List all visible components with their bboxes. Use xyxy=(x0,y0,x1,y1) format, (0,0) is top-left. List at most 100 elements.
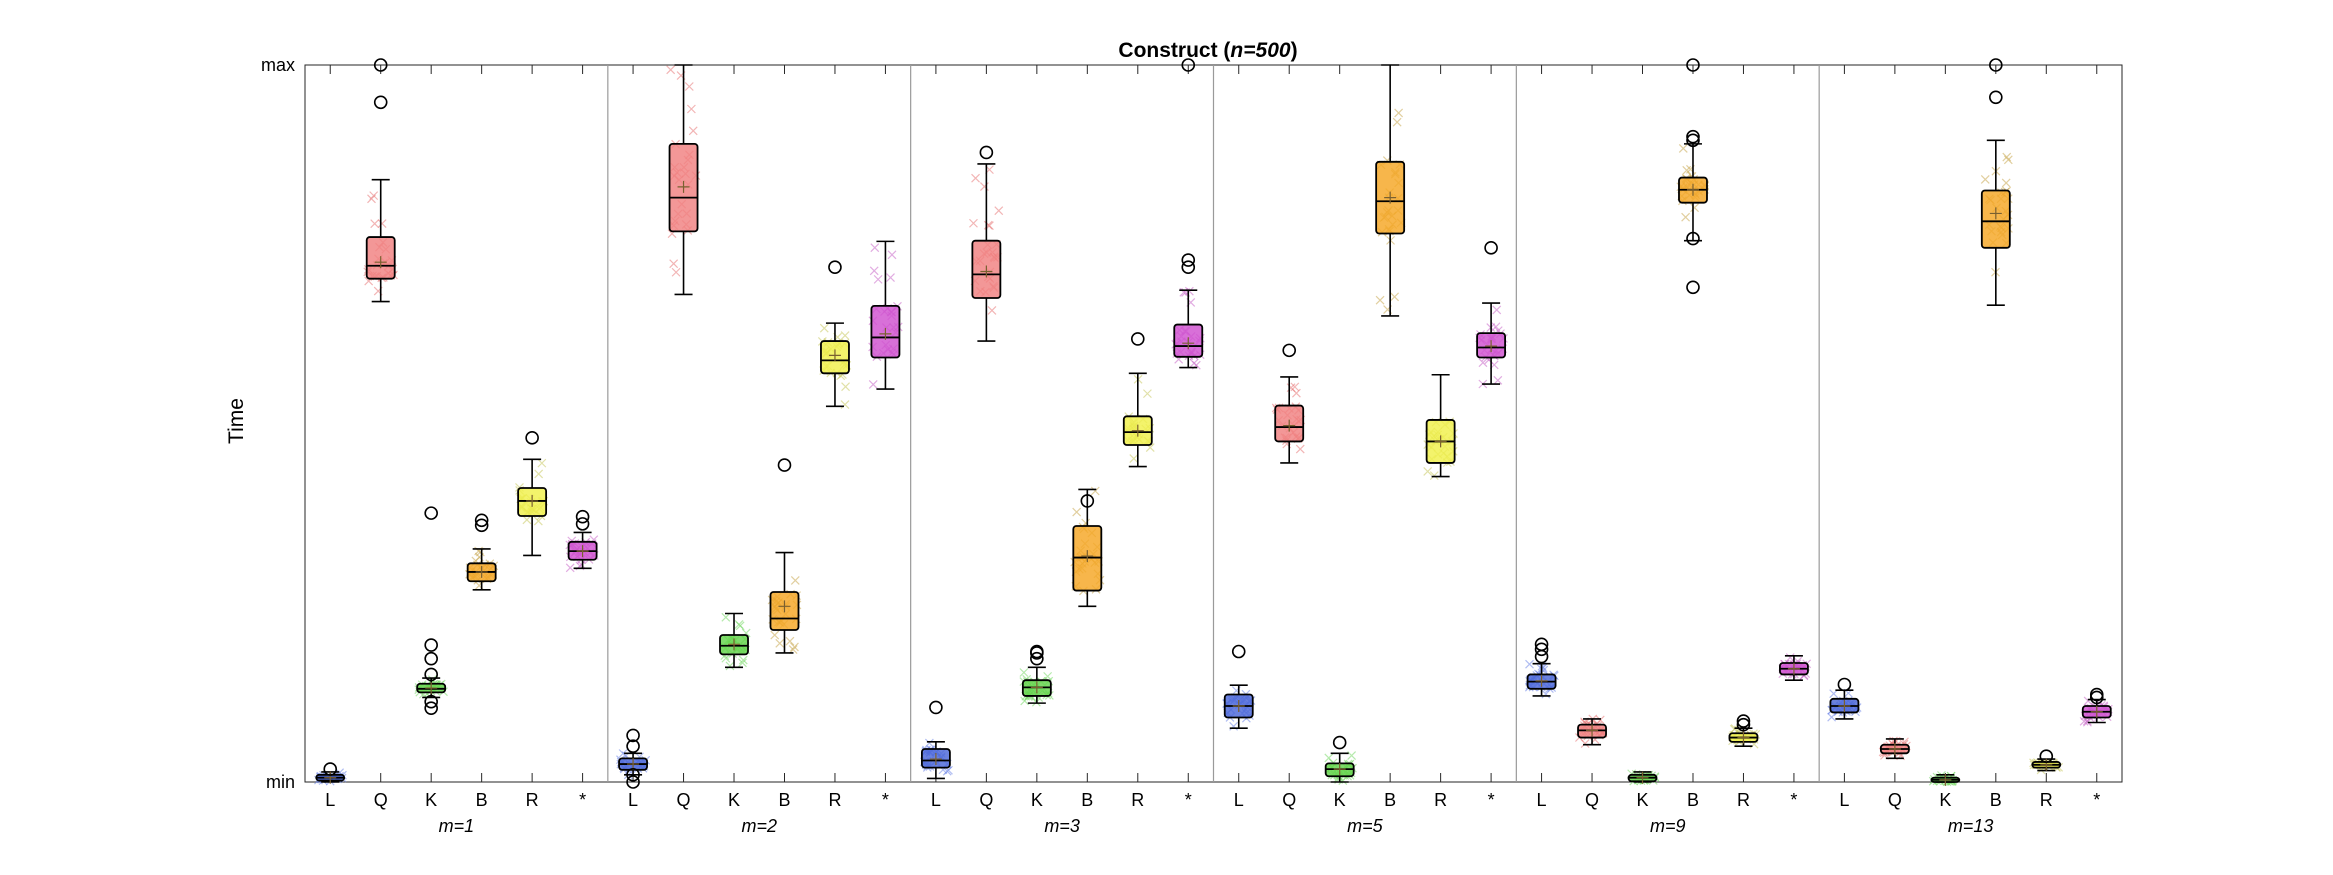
outlier-point xyxy=(1736,714,1751,728)
sample-marker xyxy=(1980,174,1990,184)
sample-marker xyxy=(1291,388,1301,398)
outlier-point xyxy=(1080,494,1095,508)
sample-marker xyxy=(1525,659,1534,669)
mean-marker xyxy=(1686,183,1699,196)
sample-marker xyxy=(522,515,532,525)
sample-marker xyxy=(684,82,694,91)
outlier-point xyxy=(424,667,438,682)
mean-marker xyxy=(1283,419,1296,432)
sample-marker xyxy=(1394,108,1404,118)
x-tick-label: B xyxy=(1081,790,1093,810)
x-tick-label: K xyxy=(1637,790,1649,810)
outlier-point xyxy=(777,458,792,472)
x-tick-label: Q xyxy=(1282,790,1296,810)
chart-title-italic: n=500 xyxy=(1230,39,1290,62)
outlier-point xyxy=(929,700,943,715)
sample-marker xyxy=(971,173,980,183)
outlier-point xyxy=(1181,260,1196,274)
outlier-point xyxy=(424,506,438,520)
x-tick-label: B xyxy=(1687,790,1699,810)
sample-marker xyxy=(666,65,676,75)
outlier-point xyxy=(1282,343,1297,358)
mean-marker xyxy=(1182,337,1195,350)
sample-marker xyxy=(969,218,978,228)
mean-marker xyxy=(778,600,791,613)
mean-marker xyxy=(1131,424,1144,437)
x-tick-label: K xyxy=(1334,790,1346,810)
sample-marker xyxy=(785,636,795,646)
x-tick-label: * xyxy=(2093,790,2100,810)
outlier-point xyxy=(525,431,539,445)
mean-marker xyxy=(1838,699,1851,712)
outlier-point xyxy=(1231,644,1246,659)
outlier-point xyxy=(575,509,590,524)
outlier-point xyxy=(575,517,590,531)
sample-marker xyxy=(873,274,883,284)
mean-marker xyxy=(324,771,337,784)
sample-marker xyxy=(565,563,575,573)
sample-marker xyxy=(721,653,731,663)
outlier-point xyxy=(1837,677,1852,692)
mean-marker xyxy=(1787,662,1800,675)
group-label: m=1 xyxy=(439,816,475,836)
mean-marker xyxy=(728,638,741,651)
outlier-point xyxy=(474,513,489,528)
sample-marker xyxy=(367,194,376,204)
sample-marker xyxy=(1295,444,1305,454)
x-tick-label: L xyxy=(325,790,335,810)
sample-marker xyxy=(2003,155,2013,165)
outlier-point xyxy=(2039,749,2054,763)
sample-marker xyxy=(1392,117,1402,127)
y-axis-label: Time xyxy=(225,398,248,444)
mean-marker xyxy=(879,327,892,340)
sample-marker xyxy=(1143,389,1152,399)
outlier-point xyxy=(424,701,438,715)
x-tick-label: L xyxy=(628,790,638,810)
mean-marker xyxy=(2040,758,2053,771)
sample-marker xyxy=(1090,486,1100,496)
group-label: m=9 xyxy=(1650,816,1686,836)
sample-marker xyxy=(533,516,543,526)
mean-marker xyxy=(1989,207,2002,220)
outlier-point xyxy=(2089,687,2104,702)
mean-marker xyxy=(2090,705,2103,718)
y-tick-label: min xyxy=(266,772,295,792)
sample-marker xyxy=(1681,212,1691,222)
x-tick-label: R xyxy=(828,790,841,810)
sample-marker xyxy=(775,638,785,648)
outlier-point xyxy=(626,775,640,789)
sample-marker xyxy=(738,655,748,665)
outlier-point xyxy=(979,145,994,160)
sample-marker xyxy=(370,219,380,229)
sample-marker xyxy=(721,612,731,622)
sample-marker xyxy=(819,323,829,333)
x-tick-label: R xyxy=(1434,790,1447,810)
sample-marker xyxy=(987,306,997,315)
mean-marker xyxy=(1434,435,1447,448)
plot-area: min max m=1 L Q K B R * m=2 L Q K B R * m=3 L Q K B R * m=5 L Q K B… xyxy=(261,55,2123,836)
chart-title: Construct (n=500) xyxy=(1118,39,1297,62)
sample-marker xyxy=(1129,454,1139,463)
mean-marker xyxy=(475,565,488,578)
mean-marker xyxy=(1485,340,1498,353)
x-tick-label: R xyxy=(526,790,539,810)
sample-marker xyxy=(1827,712,1837,722)
sample-marker xyxy=(1429,471,1439,481)
outlier-point xyxy=(373,58,388,72)
chart-title-end: ) xyxy=(1291,39,1298,62)
x-tick-label: R xyxy=(1131,790,1144,810)
mean-marker xyxy=(1586,724,1599,737)
sample-marker xyxy=(1423,466,1433,476)
x-tick-label: L xyxy=(1537,790,1547,810)
x-tick-label: B xyxy=(476,790,488,810)
sample-marker xyxy=(671,267,681,277)
mean-marker xyxy=(576,545,589,558)
sample-marker xyxy=(377,219,387,228)
sample-marker xyxy=(735,621,745,631)
x-tick-label: * xyxy=(579,790,586,810)
x-tick-label: L xyxy=(1234,790,1244,810)
outlier-point xyxy=(373,95,388,110)
outlier-point xyxy=(1030,651,1044,666)
group-label: m=2 xyxy=(741,816,777,836)
outlier-point xyxy=(1686,58,1700,72)
